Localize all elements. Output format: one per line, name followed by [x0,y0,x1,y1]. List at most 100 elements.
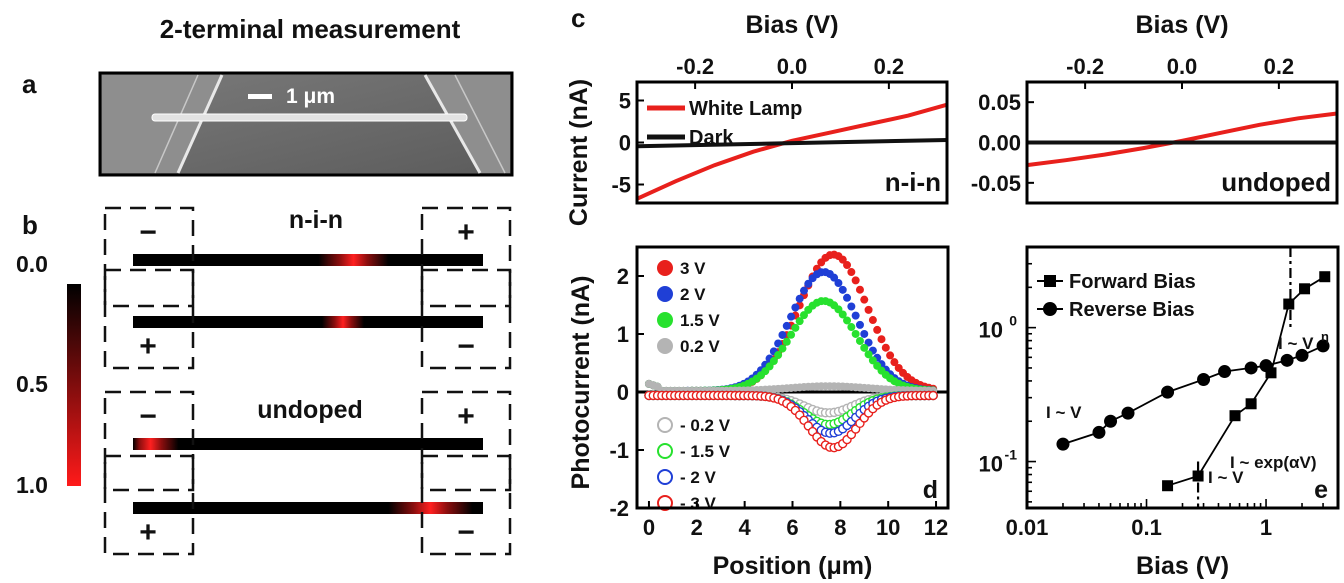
data-point [778,345,786,353]
x-tick-label: 0.0 [777,54,808,79]
data-point [1281,354,1294,367]
y-tick-exponent: -1 [1005,447,1018,463]
data-point [1218,365,1231,378]
x-tick-label: -0.2 [676,54,714,79]
terminal-left-label: + [139,330,157,363]
data-point [847,302,855,310]
y-tick-label: -0.05 [971,171,1021,196]
data-point [791,303,799,311]
legend-marker [658,470,672,484]
data-point [1246,398,1257,409]
legend-label: - 3 V [680,494,717,513]
x-axis-title: Bias (V) [1136,552,1229,580]
legend-label: 3 V [680,259,706,278]
sem-scale-label: 1 μm [286,85,335,108]
x-tick-label: 1 [1260,515,1272,540]
x-tick-label: 0.0 [1167,54,1198,79]
legend-label: - 1.5 V [680,442,731,461]
x-tick-label: -0.2 [1066,54,1104,79]
x-tick-label: 0 [643,515,655,540]
data-point [886,351,894,359]
y-tick-label: 0 [619,131,631,156]
panel-letter-a: a [22,69,37,99]
panel-letter-e: e [1314,476,1328,504]
data-point [1299,283,1310,294]
legend-label: 0.2 V [680,337,720,356]
x-tick-label: 4 [739,515,752,540]
y-tick-label: -5 [611,173,631,198]
x-tick-label: 0.1 [1131,515,1162,540]
x-tick-label: 6 [786,515,798,540]
nanowire-map [133,502,483,514]
plot-d-photocurrent: 3 V2 V1.5 V0.2 V- 0.2 V- 1.5 V- 2 V- 3 V… [567,247,948,580]
panel-letter-b: b [22,210,38,240]
data-point [856,337,864,345]
data-point [929,391,937,399]
data-point [791,324,799,332]
annotation-linear-reverse: I ~ V [1046,403,1082,422]
y-tick-label: -1 [609,438,629,463]
panel-annotation: undoped [1221,167,1331,197]
data-point [882,344,890,352]
data-point [869,316,877,324]
x-tick-label: 10 [876,515,900,540]
annotation-power-law: I ~ V [1278,334,1314,353]
terminal-right-label: − [457,330,475,363]
data-point [1230,410,1241,421]
y-tick-label: -2 [609,496,629,521]
colorbar: 0.0 0.5 1.0 [16,251,81,498]
y-axis-title: Current (nA) [565,79,593,226]
data-point [860,296,868,304]
data-point [783,338,791,346]
annotation-power-exponent: η [1321,329,1329,344]
legend-marker [657,312,673,328]
data-point [1122,407,1135,420]
data-point [1161,386,1174,399]
y-tick-label: 0.05 [978,90,1021,115]
data-point [852,276,860,284]
data-point [1260,359,1273,372]
x-tick-label: 8 [834,515,846,540]
x-tick-label: 12 [924,515,948,540]
legend-label: - 2 V [680,468,717,487]
colorbar-tick-0: 0.0 [16,251,48,277]
y-tick-label: 0.00 [978,131,1021,156]
legend-marker [658,444,672,458]
legend-label: Dark [689,127,734,149]
data-point [787,331,795,339]
x-tick-label: 2 [691,515,703,540]
figure-heading: 2-terminal measurement [160,14,461,44]
nanowire-map [133,254,483,266]
data-point [1245,361,1258,374]
data-point [1092,426,1105,439]
terminal-right-label: + [457,216,475,249]
data-point [856,321,864,329]
legend-marker [1043,302,1057,316]
y-tick-label: 1 [617,322,629,347]
data-point [1193,471,1204,482]
terminal-left-label: + [139,516,157,549]
y-tick-exponent: 0 [1009,313,1017,329]
legend-marker [657,338,673,354]
data-point [843,261,851,269]
plot-c-nin: -0.2 0.0 0.2 Bias (V) -5 0 5 Current (nA) White … [565,11,947,226]
y-axis-title: Photocurrent (nA) [567,276,595,490]
terminal-right-label: − [457,516,475,549]
y-tick-label: 0 [617,380,629,405]
y-tick-label: 5 [619,88,631,113]
data-point [783,322,791,330]
nanowire-map [133,316,483,328]
data-point [800,287,808,295]
legend-label: - 0.2 V [680,416,731,435]
device-row-1: + − [105,270,510,368]
data-point [847,323,855,331]
y-tick-label: 10 [979,318,1003,343]
legend-marker [1044,275,1056,287]
legend-label: Forward Bias [1069,271,1196,293]
y-tick-label: 2 [617,264,629,289]
data-point [1056,438,1069,451]
terminal-left-label: − [139,400,157,433]
colorbar-gradient [67,284,81,486]
data-point [847,268,855,276]
